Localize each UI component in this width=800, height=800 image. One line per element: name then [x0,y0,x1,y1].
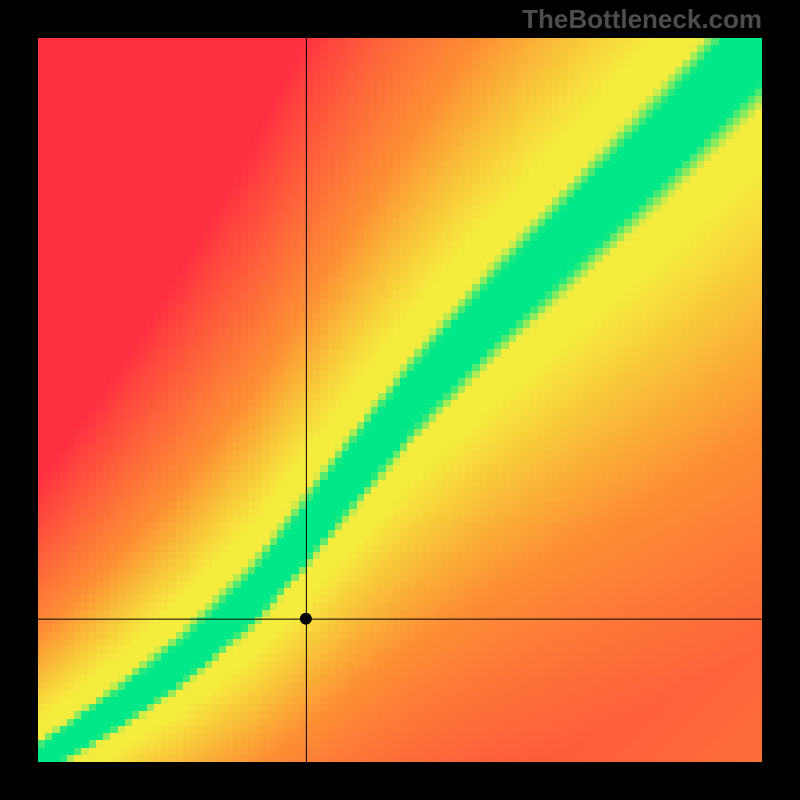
bottleneck-heatmap [38,38,762,762]
watermark-text: TheBottleneck.com [522,4,762,35]
chart-container: TheBottleneck.com [0,0,800,800]
